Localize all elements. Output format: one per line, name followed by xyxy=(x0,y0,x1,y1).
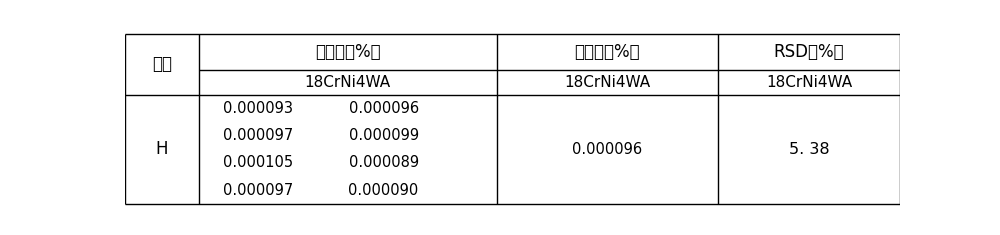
Text: 18CrNi4WA: 18CrNi4WA xyxy=(564,75,650,90)
Text: H: H xyxy=(156,140,168,158)
Text: 测定値（%）: 测定値（%） xyxy=(315,43,381,61)
Text: 5. 38: 5. 38 xyxy=(789,142,829,157)
Text: RSD（%）: RSD（%） xyxy=(774,43,844,61)
Text: 0.000093: 0.000093 xyxy=(223,101,293,116)
Text: 0.000096: 0.000096 xyxy=(572,142,642,157)
Text: 0.000105: 0.000105 xyxy=(223,155,293,170)
Text: 0.000097: 0.000097 xyxy=(223,128,293,143)
Text: 平均値（%）: 平均値（%） xyxy=(575,43,640,61)
Text: 0.000089: 0.000089 xyxy=(349,155,419,170)
Text: 0.000097: 0.000097 xyxy=(223,183,293,198)
Text: 18CrNi4WA: 18CrNi4WA xyxy=(766,75,852,90)
Text: 18CrNi4WA: 18CrNi4WA xyxy=(305,75,391,90)
Text: 0.000096: 0.000096 xyxy=(349,101,419,116)
Text: 元素: 元素 xyxy=(152,55,172,73)
Text: 0.000099: 0.000099 xyxy=(349,128,419,143)
Text: 0.000090: 0.000090 xyxy=(348,183,419,198)
